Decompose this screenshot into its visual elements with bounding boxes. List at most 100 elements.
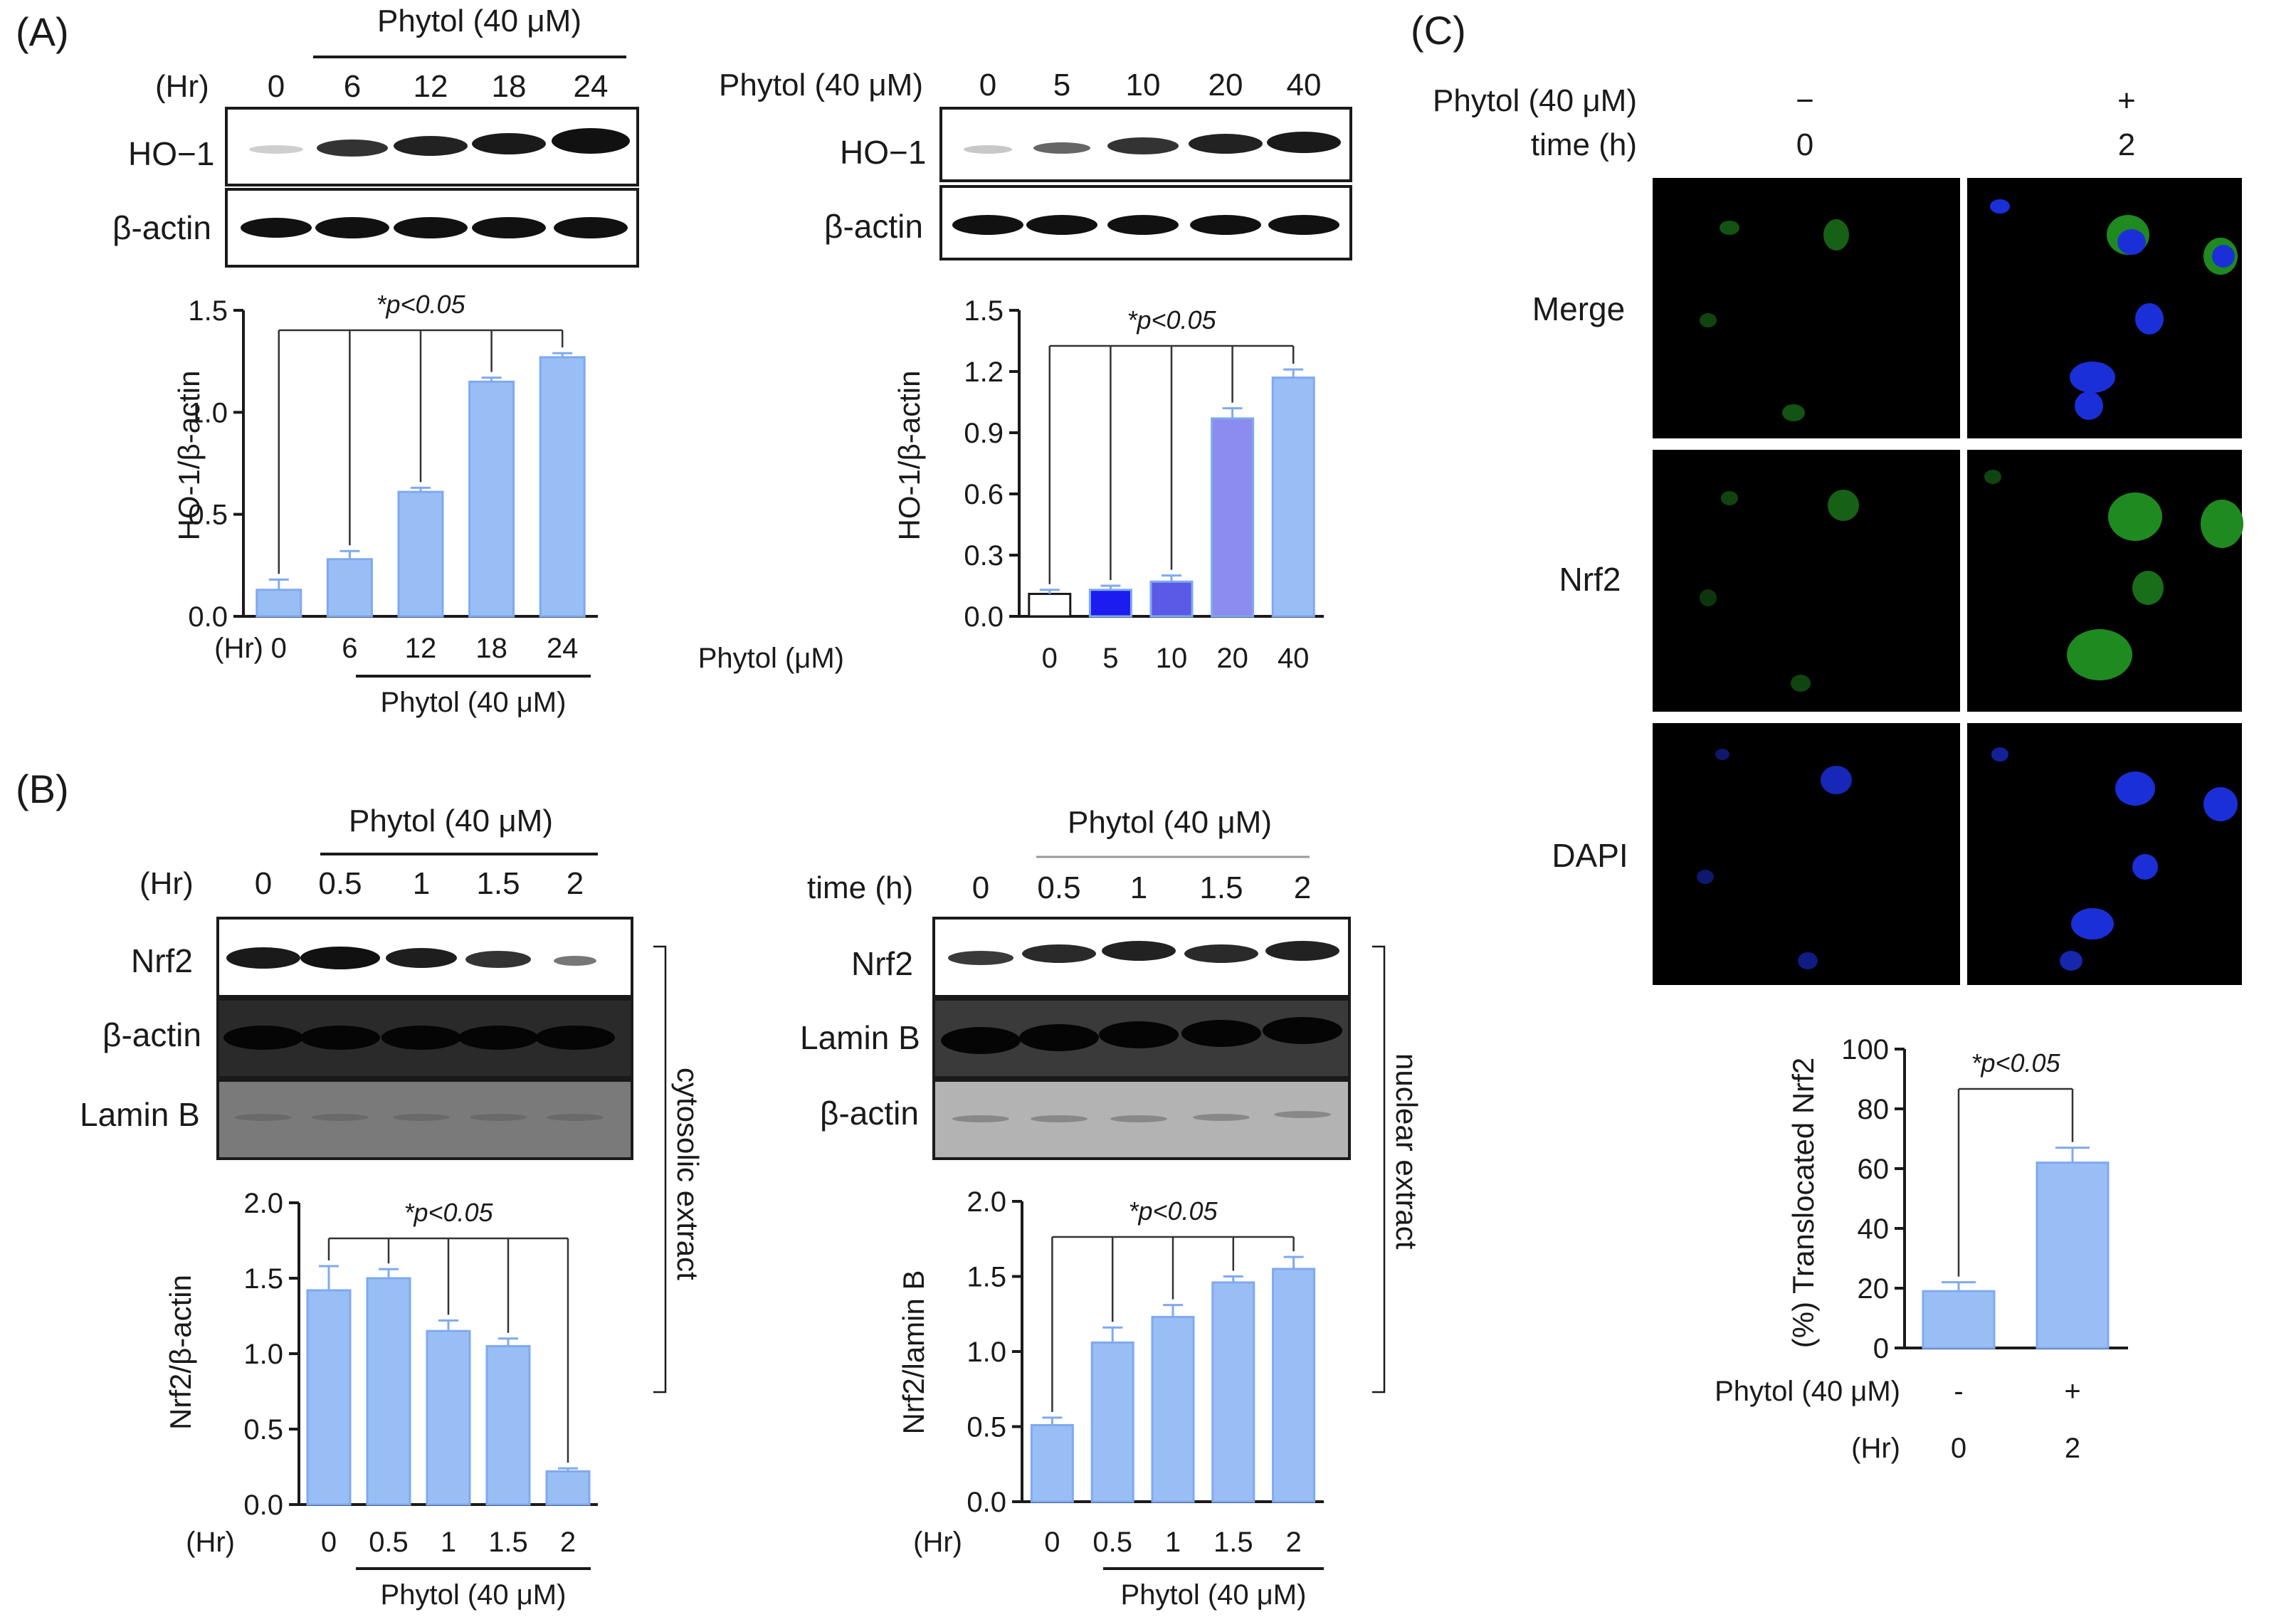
bar <box>539 356 586 618</box>
blot-band <box>458 1026 538 1050</box>
blot-band <box>393 1114 450 1121</box>
micrograph-dapi-treated <box>1967 723 2242 985</box>
x-tick-label: 0.5 <box>1092 1527 1132 1558</box>
bar <box>426 1329 471 1506</box>
cell <box>1700 589 1717 606</box>
cell <box>1828 490 1859 521</box>
blot-band <box>1268 215 1339 235</box>
cell <box>2115 771 2155 806</box>
micrograph-merge-treated <box>1967 178 2242 438</box>
c-row2-label: time (h) <box>1531 127 1637 162</box>
cell <box>1697 870 1714 884</box>
blot-band <box>941 1027 1021 1054</box>
cell <box>2203 787 2238 821</box>
blot-band <box>381 1026 461 1050</box>
y-tick-label: 1.5 <box>188 295 228 327</box>
cell <box>1823 219 1849 251</box>
nuclear-side-label: nuclear extract <box>1390 1053 1423 1250</box>
cell <box>2212 245 2235 268</box>
b-right-lane-labels: 0 0.5 1 1.5 2 <box>972 870 1311 905</box>
y-tick-label: 1.2 <box>964 357 1004 388</box>
lane-label: 0 <box>268 69 285 104</box>
x-tick-label: 2 <box>2065 1433 2080 1464</box>
group-label: Phytol (40 μM) <box>381 1579 567 1611</box>
blot-band <box>952 1115 1009 1122</box>
y-tick-label: 40 <box>1858 1213 1890 1245</box>
blot-band <box>1184 944 1258 963</box>
bar <box>397 490 444 618</box>
y-tick-label: 2.0 <box>243 1188 283 1219</box>
blot-actin-time-bands <box>241 217 628 238</box>
bar <box>326 558 373 618</box>
blot-band <box>472 217 546 238</box>
cell <box>2201 500 2243 548</box>
y-tick-label: 0.5 <box>188 500 228 531</box>
blot-laminb-cyto-bands <box>235 1114 604 1121</box>
cytosolic-bracket <box>653 945 667 1394</box>
cell <box>2067 629 2132 680</box>
lane-label: 6 <box>344 69 361 104</box>
cell <box>1991 747 2008 762</box>
bar <box>1090 1341 1134 1503</box>
cell <box>2070 362 2115 393</box>
b-right-header: Phytol (40 μM) <box>1068 805 1272 840</box>
lane-label: 0 <box>972 870 989 905</box>
micrograph-merge-control <box>1653 178 1960 438</box>
c-row2-value: 2 <box>2118 127 2135 162</box>
cell <box>1984 470 2001 484</box>
bar <box>1272 1268 1316 1503</box>
cell <box>1721 491 1738 505</box>
micrograph-nrf2-control <box>1653 450 1960 712</box>
blot-band <box>223 1026 303 1050</box>
y-tick-label: 1.5 <box>967 1262 1006 1293</box>
x-tick-label: 24 <box>547 633 579 664</box>
blot-band <box>1267 132 1341 153</box>
bar <box>1149 580 1194 618</box>
blot-band <box>1110 1115 1167 1122</box>
blot-band <box>394 217 468 238</box>
lane-label: 0.5 <box>1037 870 1080 905</box>
x-tick-label: 18 <box>475 633 507 664</box>
band-label: β-actin <box>112 209 211 246</box>
bar <box>1151 1315 1195 1503</box>
a-right-lane-labels: 0 5 10 20 40 <box>979 68 1322 102</box>
a-left-header: Phytol (40 μM) <box>377 4 581 38</box>
blot-band <box>952 215 1023 235</box>
x-tick-label: 20 <box>1216 643 1248 674</box>
blot-band <box>1189 134 1263 154</box>
blot-actin-nuc-bands <box>952 1111 1331 1122</box>
c-row2-value: 0 <box>1796 127 1813 162</box>
x-tick-label: 0 <box>1951 1433 1966 1464</box>
bar <box>1088 589 1132 618</box>
x-tick-label: 5 <box>1102 643 1118 674</box>
chart-b-right: 0.0 0.5 1.0 1.5 2.0 Nrf2/lamin B 0 0.5 1 1.5 2 (Hr)… <box>897 1186 1324 1611</box>
y-axis-label: (%) Translocated Nrf2 <box>1786 1058 1820 1348</box>
blot-band <box>554 217 628 238</box>
blot-nrf2-cyto-bands <box>226 947 596 969</box>
significance-label: *p<0.05 <box>1127 305 1216 335</box>
y-tick-label: 0.0 <box>964 601 1004 633</box>
cell <box>1715 749 1729 760</box>
blot-band <box>1102 941 1176 961</box>
y-tick-label: 2.0 <box>967 1186 1006 1218</box>
cell <box>2075 391 2103 420</box>
blot-band <box>1193 1114 1250 1121</box>
x-tick-label: 12 <box>405 633 437 664</box>
band-label: β-actin <box>820 1095 919 1132</box>
nuclear-bracket <box>1372 945 1386 1394</box>
bar <box>545 1470 591 1506</box>
x-axis-prefix: (Hr) <box>913 1527 962 1558</box>
y-tick-label: 0.5 <box>967 1412 1006 1443</box>
b-left-axis-label: (Hr) <box>139 866 194 901</box>
image-row-label: Nrf2 <box>1559 561 1621 598</box>
blot-band <box>1099 1021 1179 1048</box>
panel-c-letter: (C) <box>1411 8 1466 53</box>
blot-band <box>1274 1111 1331 1118</box>
blot-laminb-nuc-bands <box>941 1017 1342 1054</box>
blot-band <box>386 948 457 968</box>
cell <box>1821 766 1852 794</box>
blot-band <box>235 1114 292 1121</box>
x-tick-label: 10 <box>1156 643 1188 674</box>
blot-band <box>300 947 380 969</box>
blot-band <box>315 217 389 238</box>
